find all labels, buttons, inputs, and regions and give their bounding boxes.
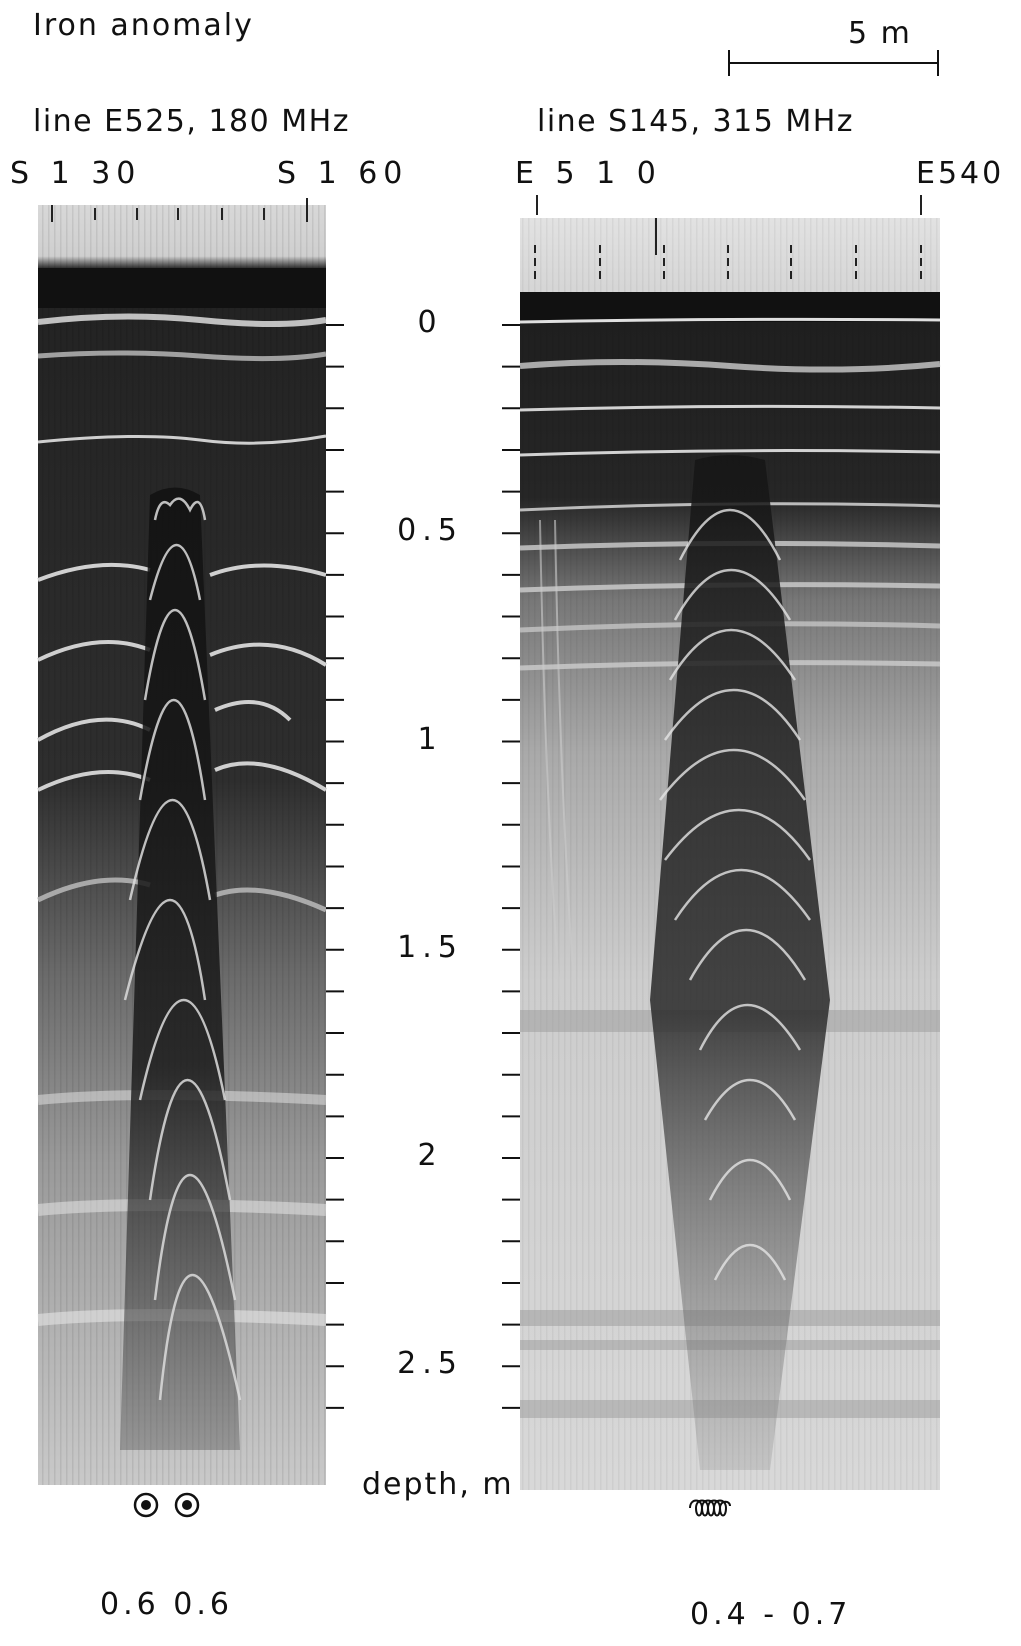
right-line-label: line S145, 315 MHz: [537, 104, 855, 139]
spring-coil-icon: [689, 1499, 731, 1517]
depth-tick-label: 2.5: [397, 1346, 463, 1382]
right-start-label: E 5 1 0: [515, 156, 662, 191]
depth-tick-label: 2: [417, 1138, 443, 1173]
bullseye-icon: [133, 1492, 200, 1518]
depth-tick-label: 1: [417, 721, 443, 757]
depth-axis-ticks: [326, 324, 520, 1409]
scale-bar: [728, 50, 939, 76]
left-start-label: S 1 30: [10, 156, 142, 191]
depth-axis-title: depth, m: [362, 1467, 514, 1502]
scale-bar-label: 5 m: [848, 16, 912, 51]
left-line-label: line E525, 180 MHz: [33, 104, 350, 139]
left-end-label: S 1 60: [277, 156, 409, 191]
depth-tick-label: 1.5: [397, 929, 463, 965]
right-radargram: [519, 195, 941, 1490]
depth-tick-label: 0: [417, 305, 443, 340]
right-end-label: E540: [916, 156, 1005, 191]
left-target-depth: 0.6 0.6: [100, 1587, 233, 1622]
depth-tick-label: 0.5: [397, 513, 463, 549]
right-target-depth: 0.4 - 0.7: [690, 1597, 852, 1632]
left-radargram: [36, 198, 328, 1485]
figure-title: Iron anomaly: [33, 8, 254, 43]
